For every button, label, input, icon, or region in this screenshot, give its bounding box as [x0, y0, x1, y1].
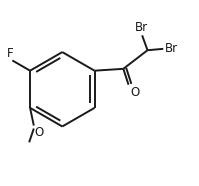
Text: Br: Br: [165, 42, 178, 55]
Text: O: O: [35, 126, 44, 140]
Text: Br: Br: [135, 21, 148, 34]
Text: O: O: [131, 86, 140, 99]
Text: F: F: [7, 46, 14, 60]
